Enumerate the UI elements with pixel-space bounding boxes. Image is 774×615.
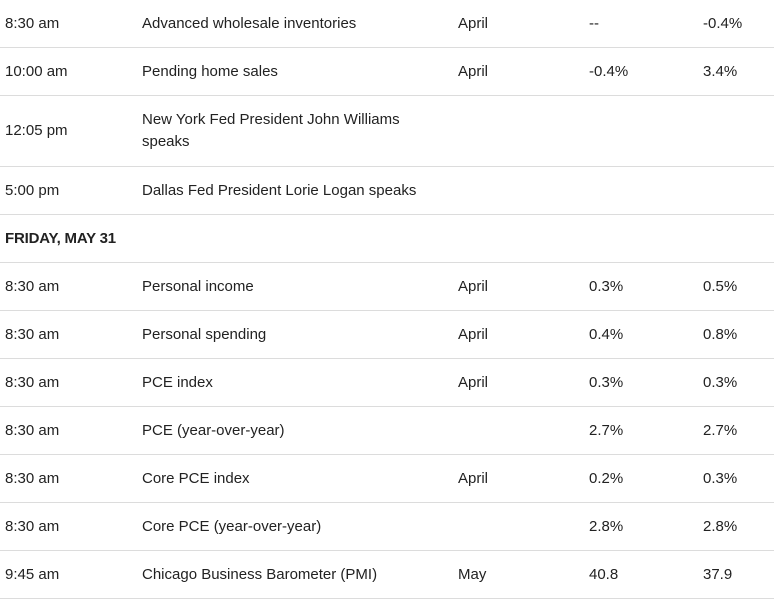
day-header-row: FRIDAY, MAY 31 xyxy=(0,215,774,263)
event-period: April xyxy=(458,277,489,295)
event-name: New York Fed President John Williams spe… xyxy=(142,111,400,150)
event-name: Dallas Fed President Lorie Logan speaks xyxy=(142,181,417,199)
event-previous: 0.3% xyxy=(703,469,738,487)
table-row: 8:30 am PCE (year-over-year) 2.7% 2.7% xyxy=(0,407,774,455)
event-forecast xyxy=(589,96,689,166)
table-row: 8:30 am Personal income April 0.3% 0.5% xyxy=(0,263,774,311)
event-period: April xyxy=(458,62,489,80)
event-forecast: -- xyxy=(589,14,599,32)
table-row: 8:30 am Personal spending April 0.4% 0.8… xyxy=(0,311,774,359)
event-forecast: 40.8 xyxy=(589,565,619,583)
event-period: May xyxy=(458,565,487,583)
event-period xyxy=(458,167,568,214)
table-row: 8:30 am Advanced wholesale inventories A… xyxy=(0,0,774,48)
event-name: Core PCE index xyxy=(142,469,250,487)
table-row: 9:45 am Chicago Business Barometer (PMI)… xyxy=(0,551,774,599)
event-name: Pending home sales xyxy=(142,62,278,80)
event-time: 8:30 am xyxy=(5,14,60,32)
event-previous: 2.8% xyxy=(703,517,738,535)
event-previous: 3.4% xyxy=(703,62,738,80)
table-row: 8:30 am PCE index April 0.3% 0.3% xyxy=(0,359,774,407)
event-previous: 0.8% xyxy=(703,325,738,343)
event-previous: 2.7% xyxy=(703,421,738,439)
event-forecast: 2.8% xyxy=(589,517,624,535)
event-previous: -0.4% xyxy=(703,14,743,32)
event-time: 12:05 pm xyxy=(5,122,68,139)
event-time: 8:30 am xyxy=(5,373,60,391)
table-row: 8:30 am Core PCE index April 0.2% 0.3% xyxy=(0,455,774,503)
event-name: Advanced wholesale inventories xyxy=(142,14,357,32)
event-forecast: 2.7% xyxy=(589,421,624,439)
event-forecast: 0.3% xyxy=(589,277,624,295)
economic-calendar-table: 8:30 am Advanced wholesale inventories A… xyxy=(0,0,774,599)
event-name: Personal income xyxy=(142,277,254,295)
event-name: PCE index xyxy=(142,373,213,391)
event-previous xyxy=(703,167,773,214)
event-period: April xyxy=(458,373,489,391)
table-row: 10:00 am Pending home sales April -0.4% … xyxy=(0,48,774,96)
event-forecast: 0.4% xyxy=(589,325,624,343)
event-time: 9:45 am xyxy=(5,565,60,583)
event-previous: 0.3% xyxy=(703,373,738,391)
event-name: Personal spending xyxy=(142,325,267,343)
event-period: April xyxy=(458,325,489,343)
event-time: 8:30 am xyxy=(5,325,60,343)
event-time: 5:00 pm xyxy=(5,181,60,199)
event-forecast: -0.4% xyxy=(589,62,629,80)
event-period xyxy=(458,503,568,550)
event-time: 8:30 am xyxy=(5,517,60,535)
event-time: 10:00 am xyxy=(5,62,68,80)
table-row: 12:05 pm New York Fed President John Wil… xyxy=(0,96,774,167)
event-time: 8:30 am xyxy=(5,469,60,487)
event-period xyxy=(458,407,568,454)
event-name: Chicago Business Barometer (PMI) xyxy=(142,565,378,583)
event-name: Core PCE (year-over-year) xyxy=(142,517,322,535)
table-row: 8:30 am Core PCE (year-over-year) 2.8% 2… xyxy=(0,503,774,551)
event-previous: 0.5% xyxy=(703,277,738,295)
event-time: 8:30 am xyxy=(5,277,60,295)
event-period: April xyxy=(458,14,489,32)
event-previous xyxy=(703,96,773,166)
event-forecast xyxy=(589,167,689,214)
day-header: FRIDAY, MAY 31 xyxy=(5,229,116,247)
event-forecast: 0.3% xyxy=(589,373,624,391)
event-forecast: 0.2% xyxy=(589,469,624,487)
table-row: 5:00 pm Dallas Fed President Lorie Logan… xyxy=(0,167,774,215)
event-period: April xyxy=(458,469,489,487)
event-time: 8:30 am xyxy=(5,421,60,439)
event-period xyxy=(458,96,568,166)
event-name: PCE (year-over-year) xyxy=(142,421,285,439)
event-previous: 37.9 xyxy=(703,565,733,583)
